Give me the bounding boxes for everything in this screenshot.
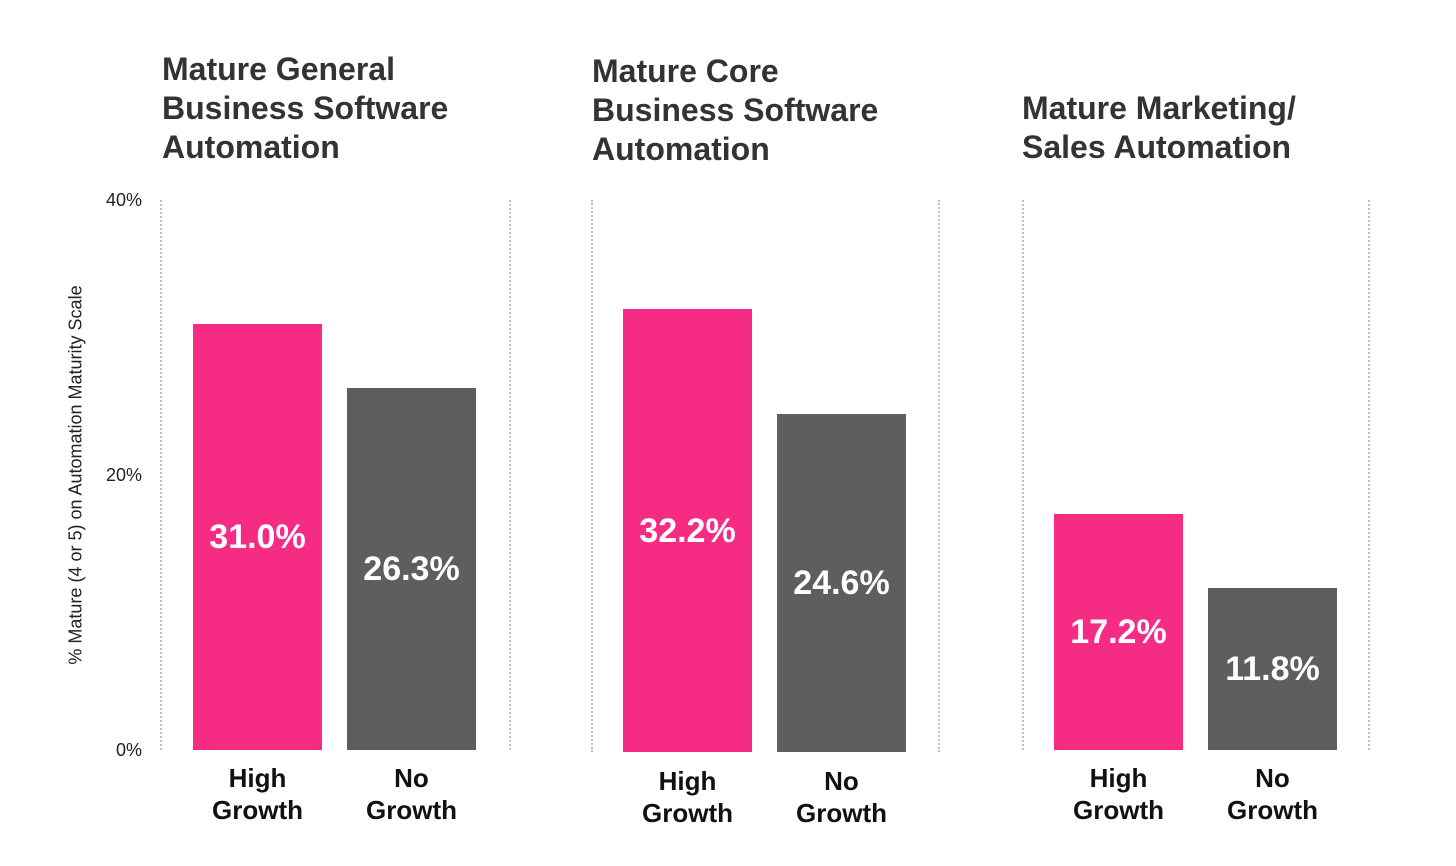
- category-label: High Growth: [1034, 762, 1203, 826]
- panel-guide-line: [509, 200, 511, 750]
- bar: 11.8%: [1208, 587, 1337, 750]
- category-label: No Growth: [757, 765, 926, 829]
- bar-value-label: 26.3%: [363, 550, 460, 589]
- bar-value-label: 17.2%: [1070, 612, 1167, 651]
- panel-title-line: Mature Core: [592, 53, 779, 89]
- panel-guide-line: [1022, 200, 1024, 750]
- panel-title: Mature General Business Software Automatio…: [162, 50, 448, 167]
- panel-title-line: Business Software: [162, 90, 449, 126]
- category-label-line: No: [394, 763, 429, 793]
- bar: 31.0%: [193, 323, 322, 750]
- bar: 26.3%: [347, 388, 476, 750]
- y-tick-label: 40%: [105, 190, 142, 210]
- panel-title-line: Automation: [592, 131, 770, 167]
- category-label: High Growth: [173, 762, 342, 826]
- panel-title-line: Mature General: [162, 51, 395, 87]
- category-label: No Growth: [327, 762, 496, 826]
- category-label-line: High: [1089, 763, 1148, 793]
- bar-value-label: 11.8%: [1225, 649, 1320, 688]
- panel-guide-line: [160, 200, 162, 750]
- panel-guide-line: [938, 200, 940, 752]
- category-label-line: Growth: [212, 795, 303, 825]
- category-label-line: No: [824, 766, 859, 796]
- bar: 32.2%: [623, 309, 752, 752]
- category-label-line: High: [658, 766, 717, 796]
- bar: 17.2%: [1054, 513, 1183, 750]
- panel-guide-line: [1368, 200, 1370, 750]
- panel-title-line: Sales Automation: [1022, 129, 1292, 165]
- panel-title: Mature Marketing/Sales Automation: [1022, 89, 1296, 167]
- category-label: No Growth: [1188, 762, 1357, 826]
- category-label-line: High: [228, 763, 287, 793]
- category-label-line: Growth: [796, 798, 887, 828]
- category-label-line: Growth: [1227, 795, 1318, 825]
- bar-value-label: 24.6%: [793, 563, 890, 602]
- category-label-line: Growth: [642, 798, 733, 828]
- bar: 24.6%: [777, 413, 906, 752]
- category-label: High Growth: [603, 765, 772, 829]
- category-label-line: Growth: [1073, 795, 1164, 825]
- panel-guide-line: [591, 200, 593, 752]
- y-tick-label: 20%: [105, 465, 142, 485]
- category-label-line: No: [1255, 763, 1290, 793]
- y-tick-label: 0%: [115, 740, 142, 760]
- panel-title: Mature Core Business Software Automation: [592, 52, 878, 169]
- panel-title-line: Business Software: [592, 92, 879, 128]
- category-label-line: Growth: [366, 795, 457, 825]
- bar-value-label: 31.0%: [209, 517, 306, 556]
- bar-value-label: 32.2%: [639, 511, 736, 550]
- panel-title-line: Mature Marketing/: [1022, 90, 1296, 126]
- panel-title-line: Automation: [162, 129, 340, 165]
